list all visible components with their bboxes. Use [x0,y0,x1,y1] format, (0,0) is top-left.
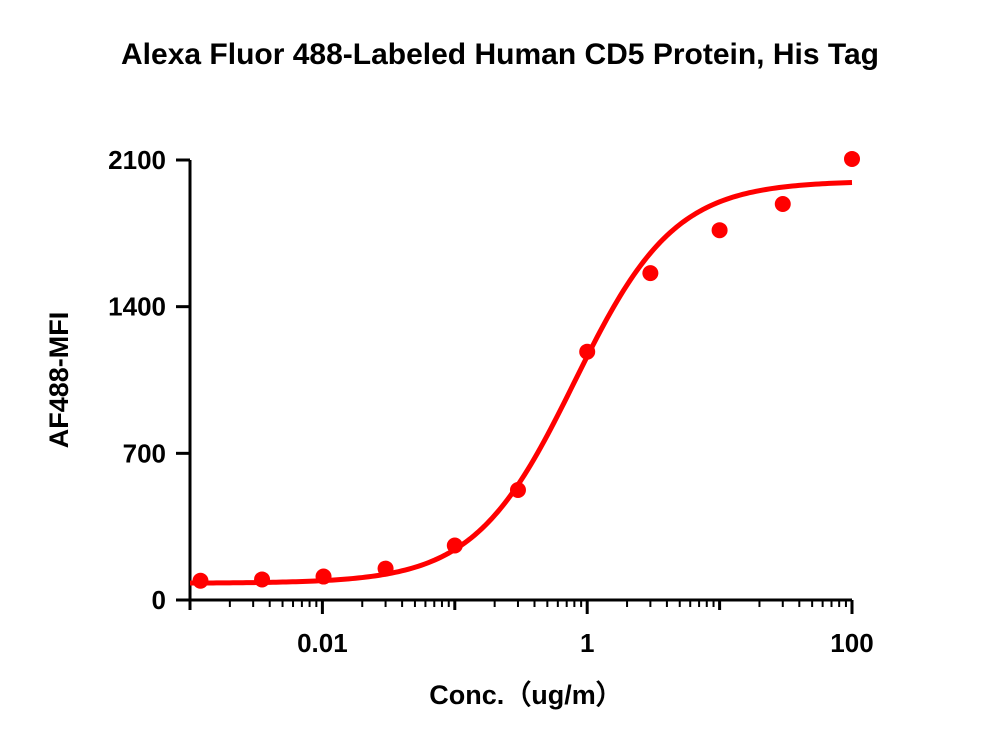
y-tick-label: 700 [123,438,166,468]
x-axis-ticks: 0.01 1 100 [188,600,874,658]
data-point [192,572,209,589]
x-axis-title: Conc.（ug/m） [429,680,623,710]
data-point [844,150,860,167]
fit-curve [189,180,853,586]
data-point [579,343,596,360]
x-tick-label: 100 [830,628,873,658]
data-point [377,560,394,577]
y-tick-label: 0 [152,585,166,615]
y-tick-label: 1400 [108,292,166,322]
x-tick-label: 1 [580,628,594,658]
data-point [642,265,659,282]
data-point [774,196,791,212]
chart-title: Alexa Fluor 488-Labeled Human CD5 Protei… [121,38,879,71]
x-tick-label: 0.01 [297,628,348,658]
data-point [509,482,526,498]
data-point [254,571,271,588]
y-axis-ticks: 0 700 1400 2100 [108,145,190,615]
data-point [315,568,332,585]
y-axis-title: AF488-MFI [44,312,74,449]
data-point [711,222,728,239]
data-point [446,537,463,554]
data-points [192,150,860,589]
chart-axes [188,160,852,602]
y-tick-label: 2100 [108,145,166,175]
